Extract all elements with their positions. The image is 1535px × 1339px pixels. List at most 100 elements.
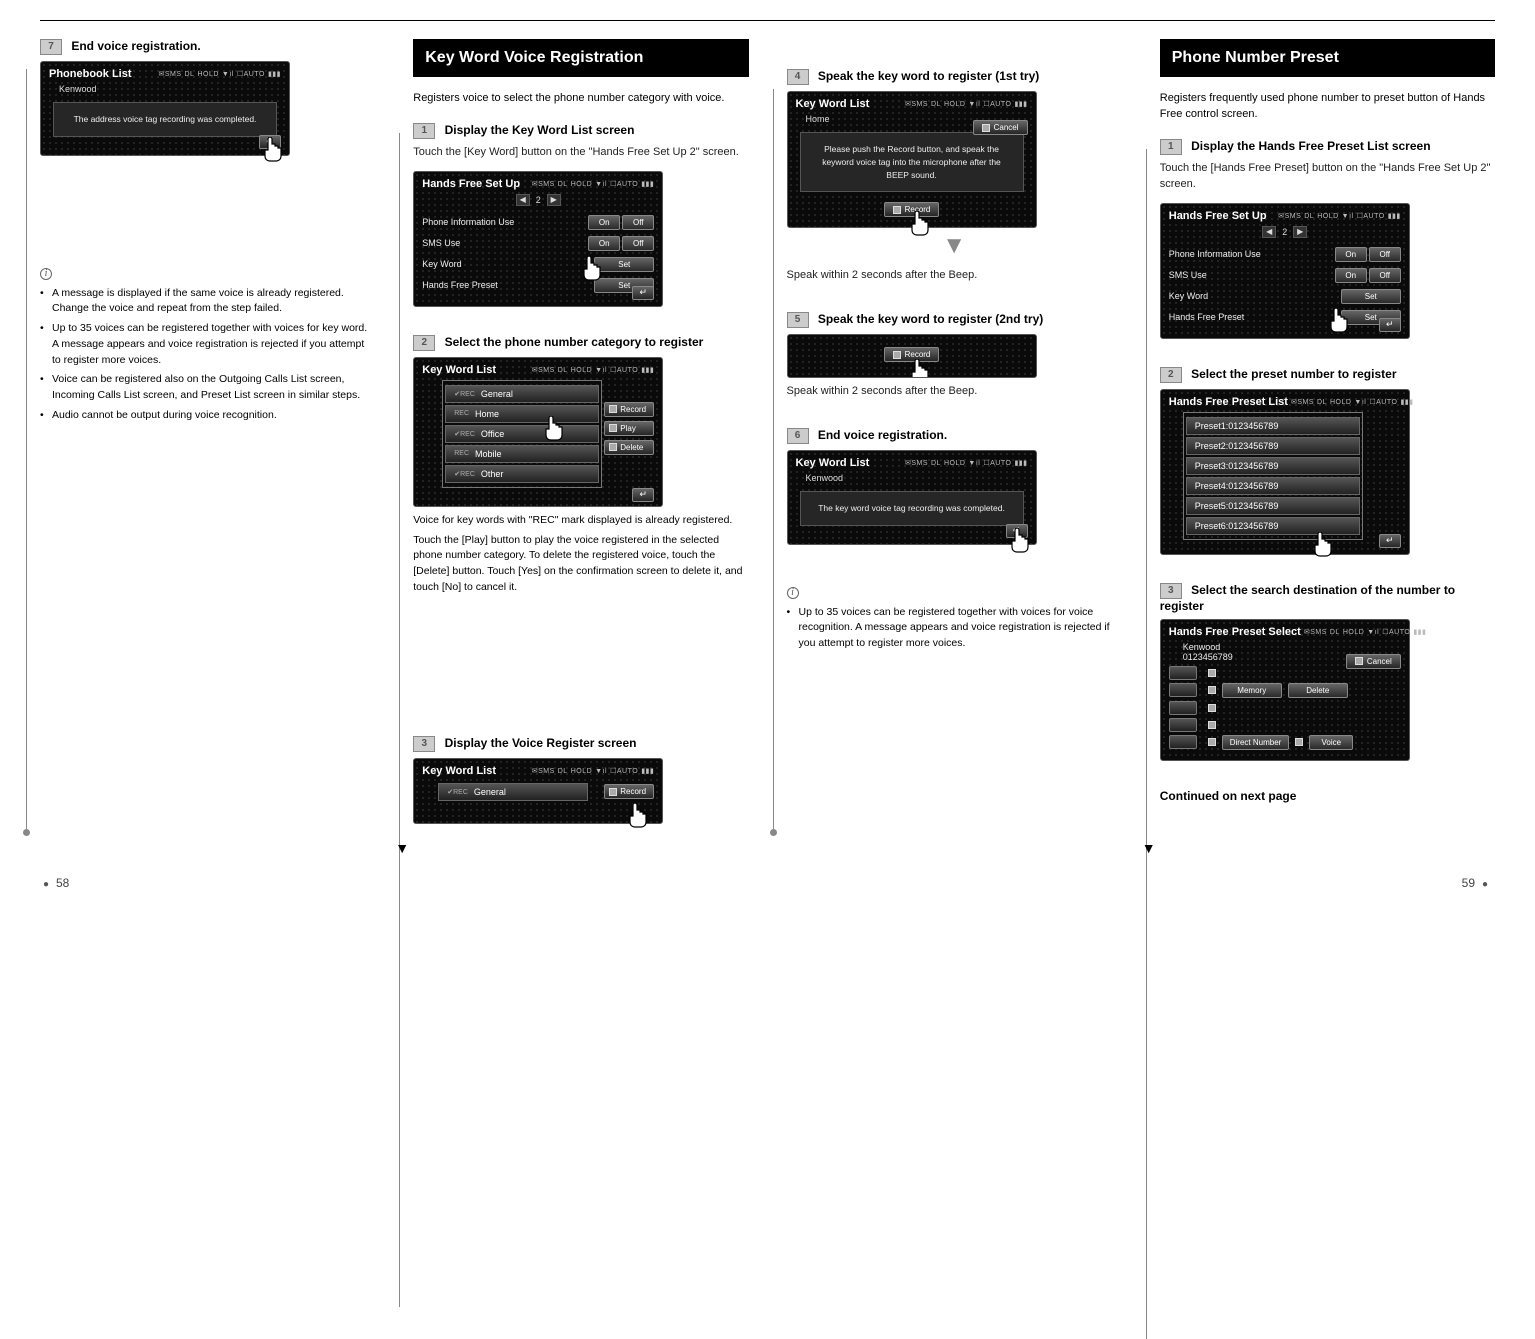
panel-title: Key Word List: [796, 457, 870, 469]
step-heading: Display the Voice Register screen: [445, 736, 637, 750]
row-keyword: Key Word: [422, 259, 461, 269]
list-item[interactable]: ✔RECGeneral: [438, 783, 588, 801]
off-button[interactable]: Off: [622, 236, 654, 251]
page-indicator: ◀ 2 ▶: [422, 194, 654, 206]
marker-icon: [1208, 704, 1216, 712]
step-number: 2: [1160, 367, 1182, 383]
panel-title: Key Word List: [796, 98, 870, 110]
page-prev-button[interactable]: ◀: [516, 194, 530, 206]
delete-button[interactable]: Delete: [604, 440, 654, 455]
play-button[interactable]: Play: [604, 421, 654, 436]
list-item[interactable]: Preset4:0123456789: [1186, 477, 1360, 495]
step-heading: Select the phone number category to regi…: [445, 335, 704, 349]
info-icon: i: [40, 268, 52, 280]
off-button[interactable]: Off: [622, 215, 654, 230]
timeline-col1: [26, 69, 27, 832]
step-number: 4: [787, 69, 809, 85]
col4-step2: 2 Select the preset number to register H…: [1160, 367, 1495, 555]
pointer-icon: [1311, 532, 1335, 558]
device-keyword-complete: Key Word List ✉SMSDLHOLD▼ıl☐AUTO▮▮▮ Kenw…: [787, 450, 1037, 545]
cancel-button[interactable]: Cancel: [973, 120, 1028, 135]
col3-step5: 5 Speak the key word to register (2nd tr…: [787, 312, 1122, 400]
note-4: Audio cannot be output during voice reco…: [40, 408, 375, 424]
row-sms: SMS Use: [1169, 270, 1207, 280]
list-item[interactable]: ✔RECOther: [445, 465, 599, 483]
source-icon[interactable]: [1169, 701, 1197, 715]
on-button[interactable]: On: [588, 236, 620, 251]
list-item[interactable]: ✔RECGeneral: [445, 385, 599, 403]
device-hf-setup: Hands Free Set Up ✉SMSDLHOLD▼ıl☐AUTO▮▮▮ …: [413, 171, 663, 307]
off-button[interactable]: Off: [1369, 268, 1401, 283]
col4-step3: 3 Select the search destination of the n…: [1160, 583, 1495, 761]
status-bar: ✉SMSDLHOLD▼ıl☐AUTO▮▮▮: [529, 180, 655, 188]
return-icon[interactable]: ↵: [632, 286, 654, 300]
off-button[interactable]: Off: [1369, 247, 1401, 262]
timeline-col3: [773, 89, 774, 832]
panel-title: Key Word List: [422, 364, 496, 376]
device-preset-list: Hands Free Preset List ✉SMSDLHOLD▼ıl☐AUT…: [1160, 389, 1410, 555]
step-text: Touch the [Key Word] button on the "Hand…: [413, 145, 748, 161]
return-icon[interactable]: ↵: [632, 488, 654, 502]
marker-icon: [1295, 738, 1303, 746]
marker-icon: [1208, 686, 1216, 694]
col2-step3: 3 Display the Voice Register screen Key …: [413, 736, 748, 824]
list-item[interactable]: Preset3:0123456789: [1186, 457, 1360, 475]
page-number-left: ●58: [40, 876, 69, 892]
pointer-icon: [580, 256, 604, 282]
on-button[interactable]: On: [1335, 268, 1367, 283]
on-button[interactable]: On: [588, 215, 620, 230]
list-item[interactable]: RECHome: [445, 405, 599, 423]
panel-title: Hands Free Preset Select: [1169, 626, 1301, 638]
pointer-icon: [908, 359, 932, 378]
memory-button[interactable]: Memory: [1222, 683, 1282, 698]
list-item[interactable]: Preset1:0123456789: [1186, 417, 1360, 435]
delete-button[interactable]: Delete: [1288, 683, 1348, 698]
page-next-button[interactable]: ▶: [547, 194, 561, 206]
page-prev-button[interactable]: ◀: [1262, 226, 1276, 238]
page-top-rule: [40, 20, 1495, 21]
step-number: 5: [787, 312, 809, 328]
cancel-button[interactable]: Cancel: [1346, 654, 1401, 669]
panel-title: Key Word List: [422, 765, 496, 777]
on-button[interactable]: On: [1335, 247, 1367, 262]
voice-button[interactable]: Voice: [1309, 735, 1353, 750]
note-2: Up to 35 voices can be registered togeth…: [40, 321, 375, 368]
step-heading: Select the preset number to register: [1191, 367, 1396, 381]
notes-col3: i Up to 35 voices can be registered toge…: [787, 585, 1122, 652]
pointer-icon: [542, 416, 566, 442]
step-7: 7 End voice registration. Phonebook List…: [40, 39, 375, 156]
step-heading: Speak the key word to register (1st try): [818, 69, 1039, 83]
step-number: 6: [787, 428, 809, 444]
column-3: 4 Speak the key word to register (1st tr…: [787, 39, 1122, 852]
record-button[interactable]: Record: [604, 402, 654, 417]
panel-title: Hands Free Set Up: [1169, 210, 1267, 222]
flow-arrow-down-icon: ▼: [1142, 840, 1156, 856]
step2-note-b: Touch the [Play] button to play the voic…: [413, 533, 748, 596]
step-number: 3: [1160, 583, 1182, 599]
page-next-button[interactable]: ▶: [1293, 226, 1307, 238]
panel-title: Phonebook List: [49, 68, 132, 80]
list-item[interactable]: RECMobile: [445, 445, 599, 463]
flow-triangle-icon: ▼: [787, 234, 1122, 258]
status-bar: ✉SMSDLHOLD▼ıl☐AUTO▮▮▮: [1275, 212, 1401, 220]
device-hf-setup-2: Hands Free Set Up ✉SMSDLHOLD▼ıl☐AUTO▮▮▮ …: [1160, 203, 1410, 339]
source-icon[interactable]: [1169, 735, 1197, 749]
device-speak-keyword: Key Word List ✉SMSDLHOLD▼ıl☐AUTO▮▮▮ Home…: [787, 91, 1037, 228]
page-number: 2: [536, 195, 541, 205]
list-item[interactable]: ✔RECOffice: [445, 425, 599, 443]
pointer-icon: [908, 211, 932, 237]
list-item[interactable]: Preset5:0123456789: [1186, 497, 1360, 515]
source-icon[interactable]: [1169, 718, 1197, 732]
step-heading: End voice registration.: [71, 39, 200, 53]
status-bar: ✉SMSDLHOLD▼ıl☐AUTO▮▮▮: [529, 767, 655, 775]
set-button[interactable]: Set: [1341, 289, 1401, 304]
source-icon[interactable]: [1169, 666, 1197, 680]
return-icon[interactable]: ↵: [1379, 534, 1401, 548]
record-button[interactable]: Record: [604, 784, 654, 799]
source-icon[interactable]: [1169, 683, 1197, 697]
section-desc: Registers frequently used phone number t…: [1160, 91, 1495, 123]
list-item[interactable]: Preset2:0123456789: [1186, 437, 1360, 455]
direct-number-button[interactable]: Direct Number: [1222, 735, 1290, 750]
note-3: Voice can be registered also on the Outg…: [40, 372, 375, 404]
return-icon[interactable]: ↵: [1379, 318, 1401, 332]
